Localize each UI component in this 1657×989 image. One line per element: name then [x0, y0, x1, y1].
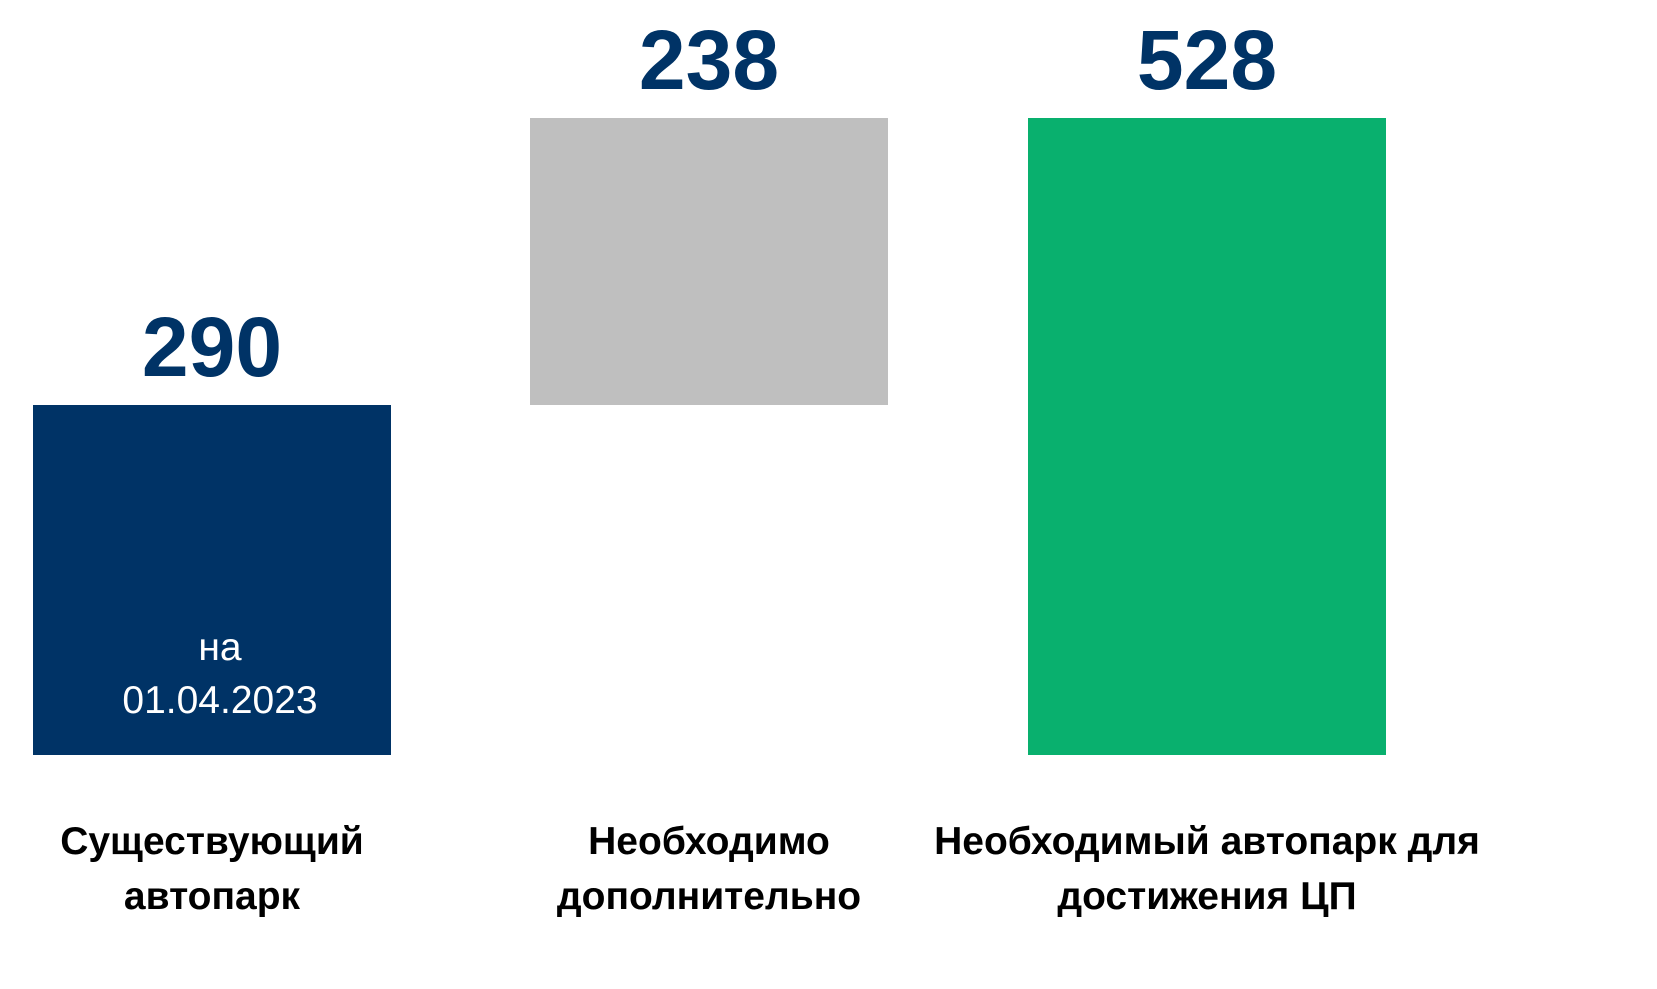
annotation: на 01.04.2023: [122, 626, 318, 722]
bar: [1028, 118, 1386, 755]
category-label: Существующий автопарк: [60, 820, 364, 918]
value-label: 290: [141, 300, 283, 395]
value-label: 238: [638, 13, 780, 107]
category-label: Необходимо дополнительно: [556, 820, 862, 918]
bar: [530, 118, 888, 406]
category-label: Необходимый автопарк для достижения ЦП: [934, 820, 1480, 918]
bar: [33, 405, 391, 755]
value-label: 528: [1136, 13, 1278, 107]
